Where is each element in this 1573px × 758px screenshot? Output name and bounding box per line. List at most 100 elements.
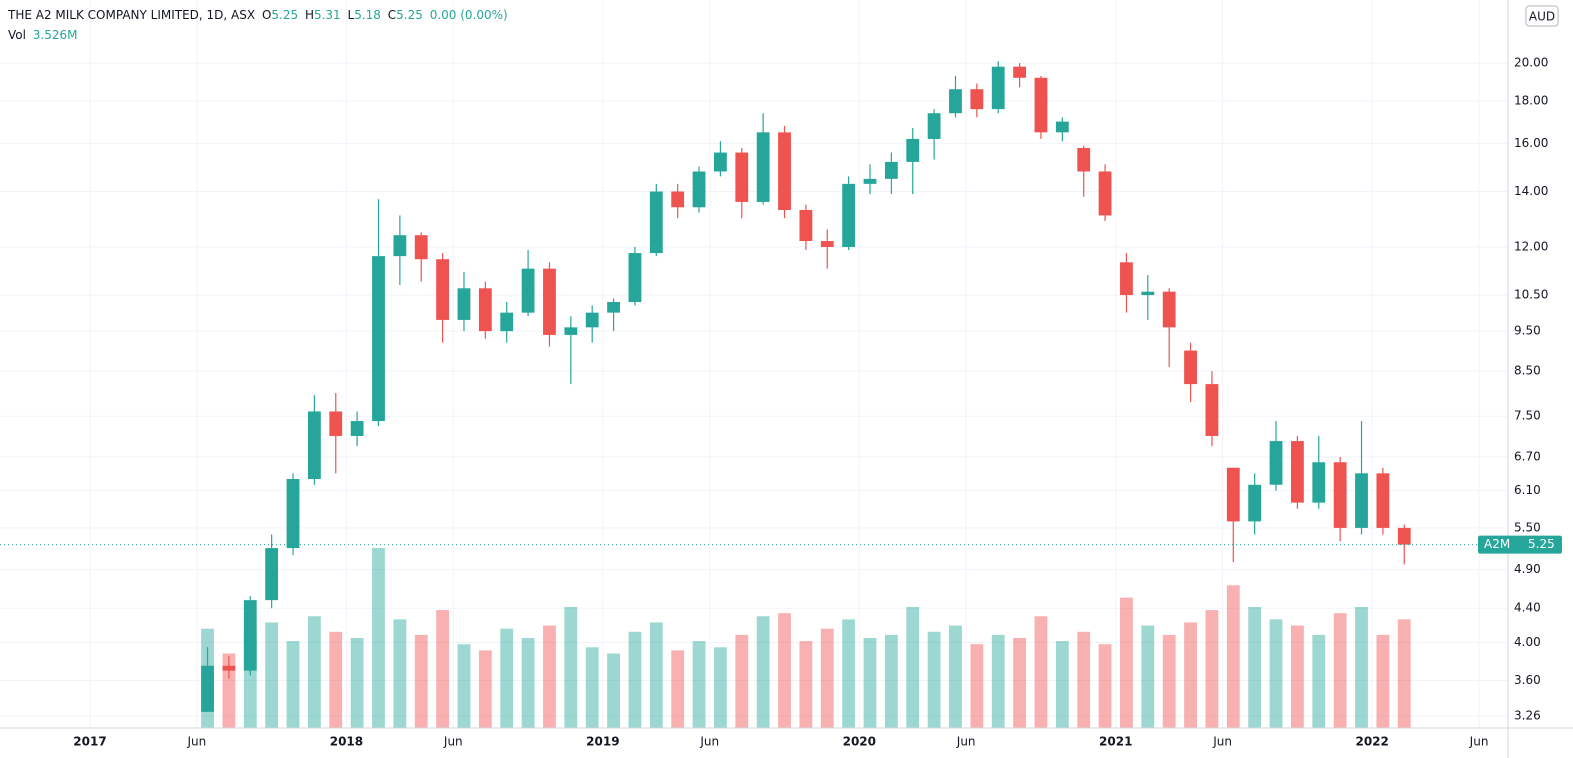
grid (0, 0, 1508, 728)
volume-bar (1269, 619, 1283, 728)
volume-bar (1184, 622, 1197, 728)
y-tick-label: 3.26 (1514, 709, 1541, 723)
volume-bar (1312, 634, 1326, 728)
candle-body (906, 138, 920, 162)
candle-body (1098, 171, 1112, 216)
y-tick-label: 7.50 (1514, 409, 1541, 423)
volume-bar (970, 644, 984, 728)
candle-body (1120, 262, 1133, 296)
volume-bar (1120, 597, 1133, 728)
y-tick-label: 6.70 (1514, 449, 1541, 463)
l-label: L (347, 8, 355, 22)
currency[interactable]: AUD (1529, 10, 1555, 24)
volume-bar (265, 622, 279, 728)
last-price-box (1478, 535, 1562, 554)
candle-body (607, 302, 620, 313)
x-tick-label: 2022 (1355, 735, 1388, 749)
vol-label: Vol (8, 28, 26, 42)
volume-bar (1333, 613, 1347, 728)
y-tick-label: 14.00 (1514, 184, 1548, 198)
y-tick-label: 20.00 (1514, 56, 1548, 70)
candle-body (1162, 291, 1176, 328)
candle-body (735, 152, 749, 202)
volume-bar (1355, 606, 1368, 728)
ticker-label: A2M (1484, 537, 1510, 551)
volume-bar (756, 616, 770, 728)
volume-bar (927, 631, 941, 728)
volume-pane (201, 548, 1411, 728)
candle-body (1355, 473, 1368, 528)
candle-body (286, 479, 300, 549)
currency-box[interactable] (1525, 5, 1559, 27)
volume-bar (500, 628, 514, 728)
volume-bar (1226, 585, 1240, 728)
y-tick-label: 4.00 (1514, 635, 1541, 649)
candle-body (393, 235, 407, 257)
volume-bar (286, 641, 300, 728)
candle-body (478, 288, 492, 332)
y-tick-label: 10.50 (1514, 288, 1548, 302)
o-label: O (261, 8, 272, 22)
candle-body (1184, 350, 1197, 385)
x-tick-label: 2018 (330, 735, 363, 749)
h-value: 5.31 (313, 8, 341, 22)
volume-bar (820, 628, 834, 728)
x-tick-label: 2017 (73, 735, 106, 749)
y-tick-label: 3.60 (1514, 673, 1541, 687)
candle-body (243, 600, 257, 671)
candle-body (692, 171, 706, 208)
c-label: C (387, 8, 397, 22)
volume-bar (671, 650, 685, 728)
volume-bar (457, 644, 471, 728)
legend-line: THE A2 MILK COMPANY LIMITED, 1D, ASX O5.… (8, 8, 511, 22)
candle-body (1034, 77, 1048, 133)
candle-body (543, 268, 556, 335)
volume-bar (607, 653, 620, 728)
volume-bar (735, 634, 749, 728)
y-tick-label: 16.00 (1514, 136, 1548, 150)
candle-body (628, 253, 642, 303)
y-tick-label: 18.00 (1514, 94, 1548, 108)
candle-body (222, 665, 236, 671)
volume-bar (1205, 610, 1219, 728)
volume-bar (906, 606, 920, 728)
candle-body (863, 178, 877, 184)
volume-bar (436, 610, 450, 728)
y-tick-label: 6.10 (1514, 483, 1541, 497)
candle-body (1290, 441, 1304, 503)
x-tick-label: Jun (1212, 735, 1232, 749)
x-tick-label: Jun (443, 735, 463, 749)
candle-body (350, 421, 364, 436)
candles (201, 61, 1411, 712)
volume-bar (1077, 631, 1091, 728)
candle-body (970, 89, 984, 110)
candle-body (991, 66, 1005, 110)
volume-bar (1098, 644, 1112, 728)
candle-body (1269, 441, 1283, 485)
last-price-label: 5.25 (1528, 537, 1555, 551)
l-value: 5.18 (354, 8, 381, 22)
c-value: 5.25 (396, 8, 423, 22)
candle-body (756, 132, 770, 202)
candle-body (649, 191, 663, 254)
y-tick-label: 4.40 (1514, 601, 1541, 615)
candle-body (585, 312, 599, 328)
y-tick-label: 5.50 (1514, 520, 1541, 534)
volume-bar (842, 619, 856, 728)
y-tick-label: 9.50 (1514, 324, 1541, 338)
candle-body (564, 327, 578, 335)
candle-body (307, 411, 321, 480)
candle-body (1312, 462, 1326, 503)
candle-body (949, 89, 962, 114)
candle-body (842, 183, 856, 248)
volume-bar (628, 631, 642, 728)
o-value: 5.25 (271, 8, 299, 22)
y-tick-label: 4.90 (1514, 562, 1541, 576)
volume-bar (949, 625, 962, 728)
candle-body (1226, 467, 1240, 522)
volume-bar (543, 625, 556, 728)
volume-bar (1034, 616, 1048, 728)
y-tick-label: 8.50 (1514, 364, 1541, 378)
volume-bar (414, 634, 428, 728)
volume-bar (1162, 634, 1176, 728)
